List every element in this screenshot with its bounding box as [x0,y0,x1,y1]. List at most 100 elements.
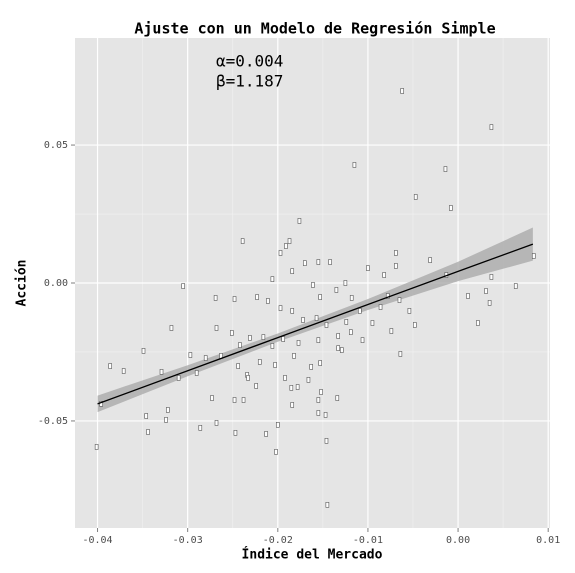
point [484,288,488,294]
point [108,363,112,369]
point [254,383,258,389]
point [397,297,402,303]
point [531,253,536,259]
point [144,413,149,419]
x-tick-label: -0.03 [173,535,203,546]
point [169,325,174,331]
point [284,243,288,249]
point [407,308,412,314]
point [214,325,219,331]
point [273,362,277,368]
point [335,395,340,401]
point [336,333,340,339]
point [270,276,275,282]
point [303,260,307,266]
point [289,385,294,391]
point [241,397,246,403]
point [382,272,386,278]
regression-line [97,243,534,405]
point [325,502,330,508]
point [398,351,403,357]
x-tick-label: -0.04 [82,535,112,546]
point [344,319,349,325]
point [233,430,238,436]
point [210,395,214,401]
point [159,369,164,375]
point [121,368,126,374]
point [489,124,494,130]
y-tick-label: 0.00 [44,278,68,289]
point [352,162,357,168]
point [324,322,329,328]
point [328,259,332,265]
point [257,359,262,365]
y-axis-label: Acción [15,260,30,307]
point [336,345,340,351]
point [389,328,394,334]
point [146,429,150,435]
point [194,370,199,376]
point [290,268,295,274]
point [292,353,296,359]
point [489,274,494,280]
point [378,304,383,310]
point [476,320,480,326]
point [230,330,234,336]
point [466,293,470,299]
point [232,296,237,302]
point [266,298,270,304]
point [339,347,344,353]
point [255,294,259,300]
point [443,166,448,172]
point [240,238,245,244]
point [349,329,353,335]
point [274,449,278,455]
point [370,320,375,326]
point [319,389,323,395]
point [287,238,292,244]
point [261,334,266,340]
x-tick-label: 0.00 [446,535,470,546]
point [181,283,185,289]
point [413,194,418,200]
point [428,257,432,263]
point [314,315,319,321]
chart-title: Ajuste con un Modelo de Regresión Simple [134,20,495,38]
point [306,377,311,383]
point [360,337,365,343]
point [281,336,286,342]
point [316,410,321,416]
point [400,88,404,94]
point [232,397,237,403]
point [188,352,193,358]
point [385,293,390,299]
point [323,412,328,418]
point [283,375,287,381]
point [275,422,280,428]
point [487,300,492,306]
point [278,305,283,311]
point [270,343,275,349]
point [449,205,453,211]
point [198,425,203,431]
point [366,265,370,271]
point [394,250,398,256]
point [296,340,301,346]
point [99,401,103,407]
point [214,420,219,426]
point [318,294,322,300]
y-tick-label: 0.05 [44,140,68,151]
point [324,438,329,444]
point [236,363,240,369]
point [334,287,339,293]
point [413,322,417,328]
point [176,375,181,381]
point [246,375,250,381]
point [166,407,170,413]
point [295,384,300,390]
point [513,283,518,289]
point [343,280,348,286]
point [203,355,208,361]
point [311,282,315,288]
